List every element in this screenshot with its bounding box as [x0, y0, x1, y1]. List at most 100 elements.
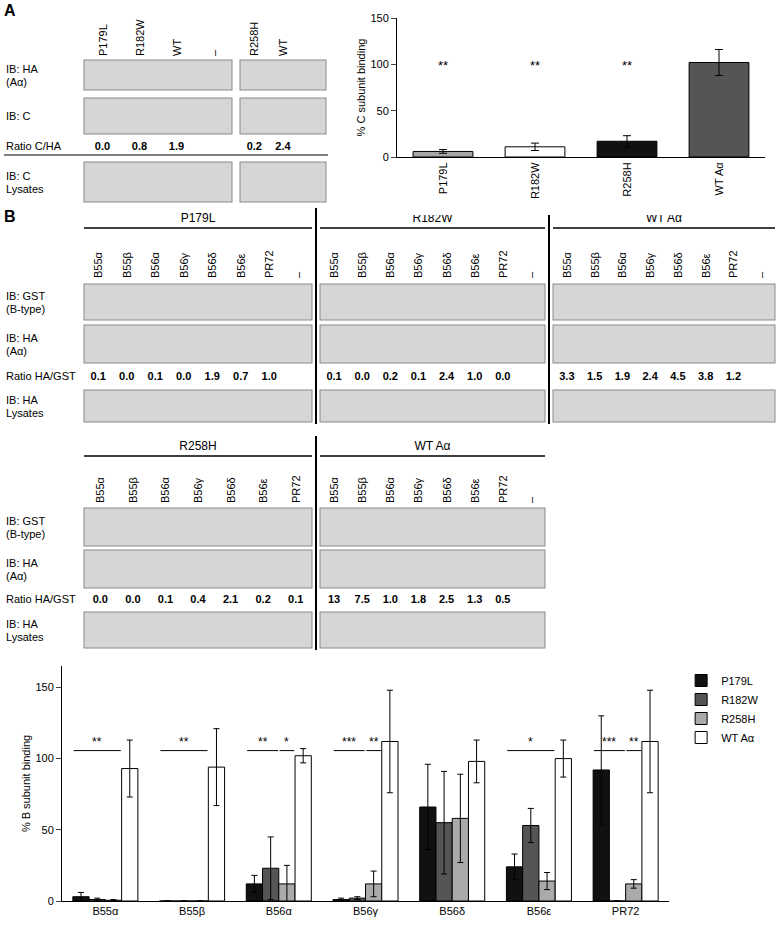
svg-text:R258H: R258H: [179, 439, 216, 453]
svg-text:B55α: B55α: [561, 251, 573, 278]
svg-text:(B-type): (B-type): [6, 528, 45, 540]
svg-text:100: 100: [370, 58, 388, 70]
svg-text:R182W: R182W: [412, 211, 453, 225]
svg-text:13: 13: [328, 593, 340, 605]
svg-text:IB: GST: IB: GST: [6, 290, 45, 302]
svg-text:**: **: [438, 58, 448, 73]
svg-text:WT Aα: WT Aα: [713, 162, 725, 196]
svg-text:1.9: 1.9: [615, 370, 630, 382]
svg-text:B56α: B56α: [266, 905, 293, 917]
svg-text:A: A: [4, 2, 16, 19]
svg-text:B56ε: B56ε: [469, 253, 481, 278]
svg-text:B56ε: B56ε: [527, 905, 552, 917]
svg-text:B56δ: B56δ: [441, 252, 453, 278]
svg-text:B55α: B55α: [328, 251, 340, 278]
svg-text:WT: WT: [277, 39, 289, 56]
svg-text:B56γ: B56γ: [412, 252, 424, 278]
svg-text:P179L: P179L: [437, 162, 449, 194]
svg-text:IB: HA: IB: HA: [6, 63, 38, 75]
svg-text:0.1: 0.1: [91, 370, 106, 382]
svg-text:0.0: 0.0: [125, 593, 140, 605]
svg-text:2.4: 2.4: [642, 370, 658, 382]
svg-text:0.0: 0.0: [355, 370, 370, 382]
svg-text:R258H: R258H: [248, 22, 260, 56]
svg-text:1.9: 1.9: [169, 140, 184, 152]
svg-text:B56γ: B56γ: [178, 252, 190, 278]
svg-text:150: 150: [35, 681, 53, 693]
svg-text:R182W: R182W: [721, 694, 758, 706]
svg-text:R182W: R182W: [134, 19, 146, 56]
svg-text:WT Aα: WT Aα: [414, 439, 450, 453]
svg-text:–: –: [525, 271, 537, 278]
svg-text:(Aα): (Aα): [6, 345, 27, 357]
svg-text:0.1: 0.1: [158, 593, 173, 605]
svg-text:IB: HA: IB: HA: [6, 618, 38, 630]
svg-text:PR72: PR72: [290, 475, 302, 503]
svg-text:PR72: PR72: [263, 250, 275, 278]
svg-text:P179L: P179L: [721, 675, 753, 687]
svg-text:*: *: [528, 735, 533, 749]
svg-text:R258H: R258H: [621, 162, 633, 196]
svg-text:0.0: 0.0: [95, 140, 110, 152]
svg-text:B55α: B55α: [328, 476, 340, 503]
svg-text:0.7: 0.7: [233, 370, 248, 382]
svg-text:1.5: 1.5: [587, 370, 602, 382]
svg-text:1.2: 1.2: [726, 370, 741, 382]
svg-text:P179L: P179L: [181, 211, 216, 225]
svg-text:B55β: B55β: [356, 477, 368, 503]
svg-text:Ratio HA/GST: Ratio HA/GST: [6, 593, 76, 605]
svg-text:B56ε: B56ε: [469, 478, 481, 503]
svg-text:IB: GST: IB: GST: [6, 515, 45, 527]
svg-text:***: ***: [602, 735, 616, 749]
svg-text:IB: C: IB: C: [6, 170, 31, 182]
svg-text:0: 0: [383, 151, 389, 163]
svg-text:0.2: 0.2: [383, 370, 398, 382]
svg-text:Lysates: Lysates: [6, 183, 44, 195]
svg-text:B56δ: B56δ: [439, 905, 465, 917]
svg-text:B56γ: B56γ: [644, 252, 656, 278]
svg-text:B55β: B55β: [589, 252, 601, 278]
svg-text:Lysates: Lysates: [6, 407, 44, 419]
svg-text:0.0: 0.0: [176, 370, 191, 382]
svg-text:50: 50: [42, 824, 54, 836]
svg-text:B56ε: B56ε: [257, 478, 269, 503]
svg-text:WT Aα: WT Aα: [646, 211, 682, 225]
svg-text:B: B: [4, 208, 16, 225]
svg-text:PR72: PR72: [497, 475, 509, 503]
svg-text:2.4: 2.4: [275, 140, 291, 152]
svg-text:B56ε: B56ε: [700, 253, 712, 278]
svg-text:0.2: 0.2: [255, 593, 270, 605]
svg-text:B55β: B55β: [121, 252, 133, 278]
svg-text:B56α: B56α: [384, 476, 396, 503]
svg-text:IB: HA: IB: HA: [6, 557, 38, 569]
svg-text:Ratio C/HA: Ratio C/HA: [6, 140, 62, 152]
svg-text:B56α: B56α: [616, 251, 628, 278]
svg-text:1.8: 1.8: [411, 593, 426, 605]
svg-text:0.1: 0.1: [326, 370, 341, 382]
svg-text:(B-type): (B-type): [6, 303, 45, 315]
svg-text:–: –: [525, 496, 537, 503]
svg-text:1.0: 1.0: [383, 593, 398, 605]
svg-text:3.3: 3.3: [559, 370, 574, 382]
svg-text:**: **: [622, 58, 632, 73]
svg-text:3.8: 3.8: [698, 370, 713, 382]
svg-text:2.4: 2.4: [439, 370, 455, 382]
svg-text:50: 50: [377, 105, 389, 117]
svg-text:2.1: 2.1: [223, 593, 238, 605]
svg-text:B55α: B55α: [92, 251, 104, 278]
svg-text:PR72: PR72: [612, 905, 640, 917]
svg-text:B56δ: B56δ: [441, 477, 453, 503]
svg-text:(Aα): (Aα): [6, 570, 27, 582]
svg-text:0.4: 0.4: [190, 593, 206, 605]
svg-text:0.5: 0.5: [495, 593, 510, 605]
svg-text:1.0: 1.0: [262, 370, 277, 382]
svg-text:0.2: 0.2: [247, 140, 262, 152]
svg-text:B55β: B55β: [179, 905, 205, 917]
svg-text:Ratio HA/GST: Ratio HA/GST: [6, 370, 76, 382]
svg-text:B56δ: B56δ: [225, 477, 237, 503]
svg-text:B56α: B56α: [384, 251, 396, 278]
svg-text:Lysates: Lysates: [6, 631, 44, 643]
svg-text:B56ε: B56ε: [235, 253, 247, 278]
svg-text:100: 100: [35, 752, 53, 764]
svg-text:–: –: [755, 271, 767, 278]
